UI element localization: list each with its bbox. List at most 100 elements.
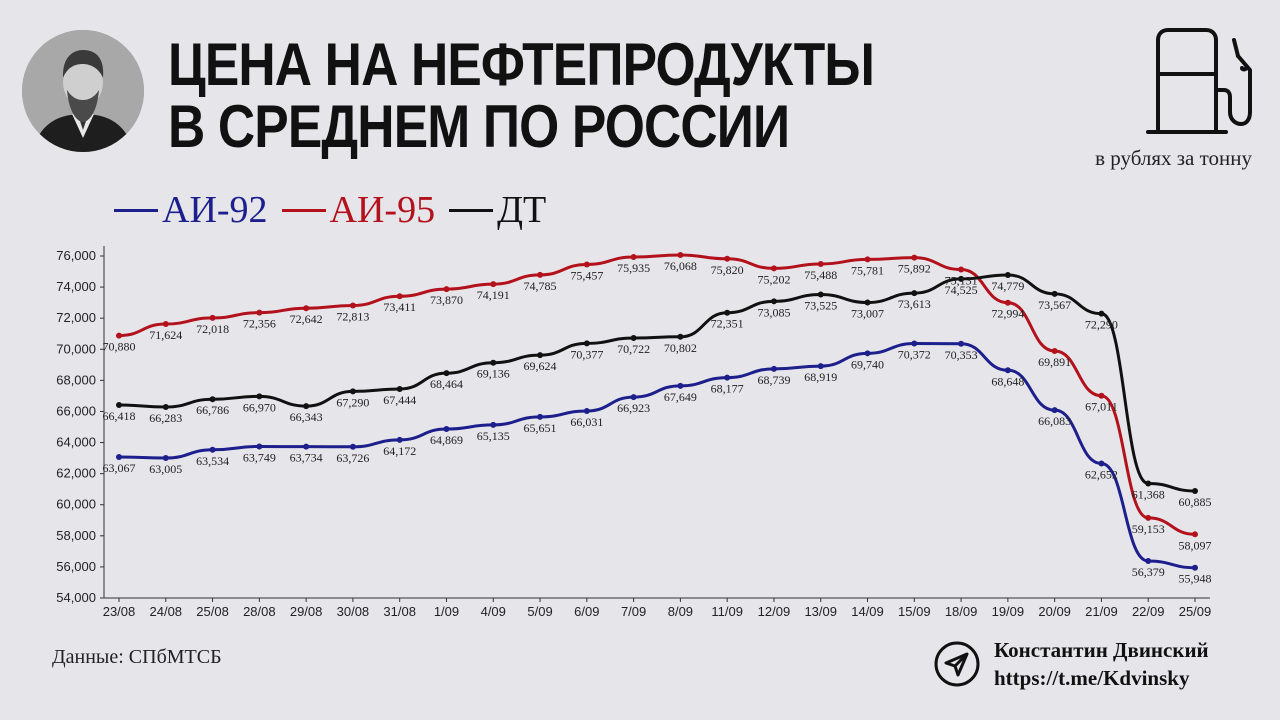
data-point-ai92 xyxy=(1098,460,1105,467)
x-tick-label: 11/09 xyxy=(711,604,743,619)
data-label-ai95: 69,891 xyxy=(1038,355,1071,369)
data-point-dt xyxy=(817,291,824,298)
x-tick-label: 20/09 xyxy=(1038,604,1071,619)
data-label-ai92: 63,534 xyxy=(196,454,229,468)
data-point-ai95 xyxy=(162,321,169,328)
data-point-ai95 xyxy=(537,271,544,278)
x-tick-label: 30/08 xyxy=(337,604,370,619)
data-label-ai92: 65,651 xyxy=(524,421,557,435)
legend-swatch-ai95 xyxy=(281,208,326,212)
data-label-dt: 67,290 xyxy=(336,395,369,409)
data-point-ai92 xyxy=(256,443,263,450)
data-label-ai92: 63,726 xyxy=(336,451,369,465)
data-label-ai92: 64,172 xyxy=(383,444,416,458)
data-point-ai95 xyxy=(770,265,777,272)
data-point-dt xyxy=(490,359,497,366)
data-point-ai95 xyxy=(1051,347,1058,354)
data-point-dt xyxy=(630,335,637,342)
chart-legend: АИ-92 АИ-95 ДТ xyxy=(114,188,546,232)
x-tick-label: 5/09 xyxy=(527,604,552,619)
units-caption: в рублях за тонну xyxy=(1095,146,1252,170)
data-label-dt: 72,290 xyxy=(1085,318,1118,332)
data-point-ai92 xyxy=(490,421,497,428)
y-tick-label: 54,000 xyxy=(56,590,96,605)
data-point-ai95 xyxy=(911,254,918,261)
data-label-dt: 70,722 xyxy=(617,342,650,356)
x-tick-label: 8/09 xyxy=(668,604,693,619)
data-label-ai95: 72,018 xyxy=(196,322,229,336)
data-label-ai92: 66,031 xyxy=(570,415,603,429)
data-label-dt: 74,525 xyxy=(945,283,978,297)
series-line-ai92 xyxy=(118,341,1196,570)
page-title: ЦЕНА НА НЕФТЕПРОДУКТЫ В СРЕДНЕМ ПО РОССИ… xyxy=(168,34,875,158)
data-label-ai92: 55,948 xyxy=(1179,572,1212,586)
y-tick-label: 76,000 xyxy=(56,248,96,263)
data-point-ai92 xyxy=(209,446,216,453)
data-point-ai95 xyxy=(396,293,403,300)
x-tick-label: 24/08 xyxy=(150,604,183,619)
data-label-dt: 70,377 xyxy=(570,347,603,361)
data-point-ai92 xyxy=(162,455,169,462)
data-label-dt: 70,802 xyxy=(664,341,697,355)
telegram-icon[interactable] xyxy=(934,641,980,687)
data-point-ai92 xyxy=(1051,407,1058,414)
data-label-ai92: 69,740 xyxy=(851,357,884,371)
data-label-ai95: 75,202 xyxy=(757,272,790,286)
y-tick-label: 68,000 xyxy=(56,372,96,387)
data-label-ai95: 75,457 xyxy=(570,268,603,282)
fuel-pump-icon xyxy=(1146,28,1252,134)
data-point-ai92 xyxy=(770,365,777,372)
data-point-dt xyxy=(770,298,777,305)
data-point-dt xyxy=(209,396,216,403)
data-point-dt xyxy=(1145,480,1152,487)
data-label-ai95: 75,820 xyxy=(711,263,744,277)
data-point-ai95 xyxy=(864,256,871,263)
data-point-ai95 xyxy=(116,332,122,339)
data-point-ai92 xyxy=(677,382,684,389)
author-block[interactable]: Константин Двинский https://t.me/Kdvinsk… xyxy=(934,636,1209,692)
data-point-dt xyxy=(911,290,918,297)
x-tick-label: 28/08 xyxy=(243,604,276,619)
data-label-ai92: 63,749 xyxy=(243,450,276,464)
data-label-dt: 66,418 xyxy=(103,409,136,423)
data-point-dt xyxy=(583,340,590,347)
data-label-ai95: 74,785 xyxy=(524,279,557,293)
data-label-dt: 73,085 xyxy=(757,305,790,319)
legend-item-dt: ДТ xyxy=(449,188,546,232)
data-point-dt xyxy=(349,388,356,395)
data-point-ai92 xyxy=(911,340,918,347)
data-label-dt: 68,464 xyxy=(430,377,463,391)
x-tick-label: 25/08 xyxy=(196,604,229,619)
data-label-ai92: 68,739 xyxy=(757,373,790,387)
data-point-ai95 xyxy=(677,251,684,258)
data-point-ai92 xyxy=(583,407,590,414)
y-tick-label: 60,000 xyxy=(56,497,96,512)
legend-label-dt: ДТ xyxy=(497,189,547,231)
data-label-ai95: 73,411 xyxy=(383,300,416,314)
data-point-ai92 xyxy=(303,443,310,450)
data-point-dt xyxy=(864,299,871,306)
y-tick-label: 70,000 xyxy=(56,341,96,356)
data-label-ai92: 67,649 xyxy=(664,390,697,404)
portrait-photo xyxy=(22,30,144,152)
data-label-ai92: 70,353 xyxy=(945,348,978,362)
legend-label-ai92: АИ-92 xyxy=(162,189,268,231)
data-label-ai95: 75,935 xyxy=(617,261,650,275)
data-point-ai92 xyxy=(630,394,637,401)
data-label-ai95: 67,011 xyxy=(1085,400,1118,414)
data-point-ai95 xyxy=(583,261,590,268)
data-point-ai95 xyxy=(256,309,263,316)
y-tick-label: 72,000 xyxy=(56,310,96,325)
data-point-ai92 xyxy=(396,436,403,443)
data-label-dt: 73,525 xyxy=(804,298,837,312)
data-label-dt: 69,624 xyxy=(524,359,557,373)
data-label-dt: 73,007 xyxy=(851,307,884,321)
x-tick-label: 12/09 xyxy=(758,604,791,619)
x-tick-label: 18/09 xyxy=(945,604,978,619)
data-label-dt: 73,567 xyxy=(1038,298,1071,312)
data-point-ai92 xyxy=(1145,558,1152,565)
author-link[interactable]: https://t.me/Kdvinsky xyxy=(994,666,1190,690)
data-label-dt: 66,343 xyxy=(290,410,323,424)
data-label-ai92: 62,652 xyxy=(1085,468,1118,482)
data-point-dt xyxy=(162,404,169,411)
